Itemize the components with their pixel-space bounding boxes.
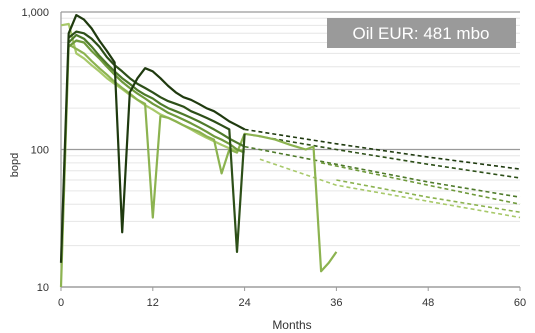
- eur-annotation: Oil EUR: 481 mbo: [327, 18, 516, 48]
- y-tick-label: 1,000: [21, 7, 49, 19]
- series-line-5: [61, 45, 336, 288]
- x-tick-label: 0: [58, 297, 64, 309]
- x-tick-label: 36: [330, 297, 342, 309]
- x-tick-label: 12: [147, 297, 159, 309]
- eur-annotation-text: Oil EUR: 481 mbo: [353, 24, 490, 43]
- series-line-4: [69, 41, 245, 153]
- x-tick-label: 48: [422, 297, 434, 309]
- x-tick-label: 60: [514, 297, 526, 309]
- series-line-3: [69, 35, 245, 147]
- x-tick-label: 24: [238, 297, 250, 309]
- grid: [61, 12, 520, 287]
- forecast-line-5: [336, 180, 520, 212]
- y-axis-label: bopd: [9, 153, 21, 177]
- forecast-line-3: [245, 147, 520, 198]
- series-line-1: [61, 15, 245, 263]
- y-tick-label: 100: [31, 145, 49, 157]
- forecast-line-6: [260, 159, 520, 217]
- production-lines: [61, 15, 336, 287]
- y-tick-label: 10: [37, 282, 49, 294]
- x-axis-label: Months: [272, 318, 311, 332]
